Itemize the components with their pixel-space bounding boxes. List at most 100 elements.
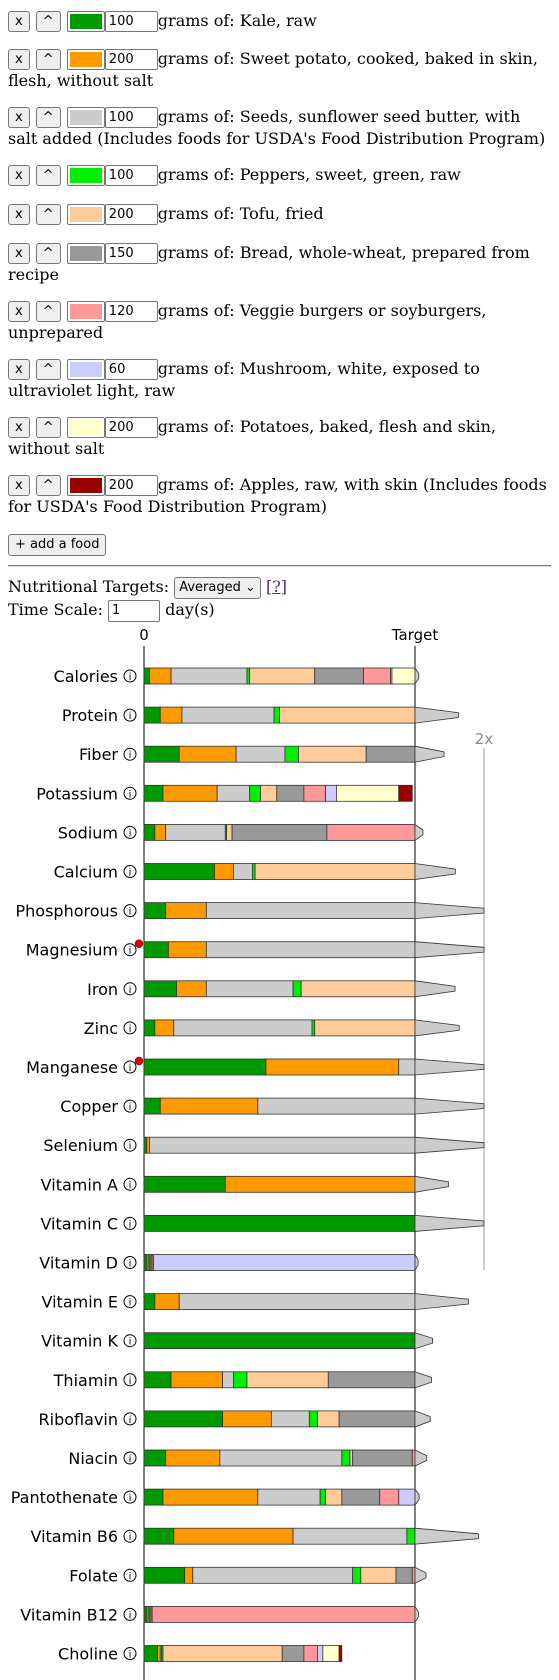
- chart-bar-segment: [281, 1645, 305, 1662]
- chart-overflow-wedge: [414, 1019, 460, 1037]
- info-icon-glyph: i: [129, 946, 132, 957]
- remove-food-button[interactable]: x: [8, 475, 30, 496]
- food-amount-input[interactable]: 100: [104, 11, 158, 32]
- food-color-picker[interactable]: [66, 301, 105, 322]
- chart-bar-segment: [411, 1566, 416, 1584]
- chart-bar-segment: [162, 1645, 283, 1662]
- chart-overflow-wedge: [414, 1604, 419, 1624]
- add-food-button[interactable]: + add a food: [8, 534, 107, 556]
- info-icon[interactable]: [123, 825, 137, 839]
- info-icon[interactable]: [123, 865, 137, 878]
- info-icon[interactable]: [123, 1529, 137, 1543]
- info-icon[interactable]: [123, 1490, 137, 1504]
- info-icon[interactable]: [123, 904, 137, 918]
- food-color-picker[interactable]: [66, 417, 105, 438]
- help-link[interactable]: [?]: [265, 577, 288, 596]
- chart-bar-segment: [159, 706, 183, 724]
- move-up-button[interactable]: ^: [35, 49, 61, 70]
- food-color-picker[interactable]: [66, 475, 105, 496]
- chart-overflow-wedge: [414, 1410, 431, 1428]
- info-icon[interactable]: [123, 943, 137, 957]
- chart-bar-segment: [317, 1410, 340, 1428]
- chart-bar-segment: [325, 784, 337, 802]
- chart-bar-segment: [222, 1371, 234, 1389]
- move-up-button[interactable]: ^: [35, 359, 61, 380]
- remove-food-button[interactable]: x: [8, 243, 30, 264]
- info-icon[interactable]: [123, 1373, 137, 1387]
- chart-bar-segment: [146, 1136, 150, 1154]
- move-up-button[interactable]: ^: [35, 243, 61, 264]
- info-icon[interactable]: [123, 1177, 137, 1191]
- move-up-button[interactable]: ^: [35, 204, 61, 225]
- chart-bar-segment: [257, 1488, 321, 1506]
- move-up-button[interactable]: ^: [35, 417, 61, 438]
- remove-food-button[interactable]: x: [8, 107, 30, 128]
- move-up-button[interactable]: ^: [35, 301, 61, 322]
- food-color-picker[interactable]: [66, 49, 105, 70]
- time-scale-input[interactable]: 1: [108, 599, 161, 622]
- info-icon[interactable]: [123, 1451, 137, 1465]
- info-icon[interactable]: [123, 1412, 137, 1426]
- food-color-picker[interactable]: [66, 204, 105, 225]
- food-color-picker[interactable]: [66, 11, 105, 32]
- food-amount-input[interactable]: 100: [104, 107, 158, 128]
- chart-bar-segment: [170, 667, 248, 685]
- chart-bar-segment: [143, 823, 156, 841]
- info-icon[interactable]: [123, 1607, 137, 1621]
- move-up-button[interactable]: ^: [35, 165, 61, 186]
- food-amount-input[interactable]: 200: [104, 204, 158, 225]
- info-icon[interactable]: [123, 1568, 137, 1582]
- food-amount-input[interactable]: 120: [104, 301, 158, 322]
- targets-select[interactable]: Averaged ⌄: [174, 576, 261, 599]
- info-icon[interactable]: [123, 1334, 137, 1348]
- info-icon[interactable]: [123, 1099, 137, 1113]
- move-up-button[interactable]: ^: [35, 11, 61, 32]
- food-amount-input[interactable]: 200: [104, 49, 158, 70]
- info-icon[interactable]: [123, 1295, 137, 1309]
- remove-food-button[interactable]: x: [8, 165, 30, 186]
- remove-food-button[interactable]: x: [8, 11, 30, 32]
- chart-bar-segment: [284, 745, 299, 763]
- chart-bar-segment: [178, 745, 237, 763]
- chart-bar-segment: [292, 980, 302, 998]
- remove-food-button[interactable]: x: [8, 359, 30, 380]
- food-color-picker[interactable]: [66, 243, 105, 264]
- chart-bar-segment: [184, 1566, 194, 1584]
- info-icon[interactable]: [123, 669, 137, 683]
- info-icon[interactable]: [123, 1021, 137, 1035]
- nutrient-label: Vitamin B6: [30, 1527, 118, 1546]
- nutrient-label: Choline: [58, 1645, 118, 1664]
- remove-food-button[interactable]: x: [8, 301, 30, 322]
- info-icon[interactable]: [123, 786, 137, 800]
- info-icon[interactable]: [123, 982, 137, 996]
- info-icon[interactable]: [123, 1216, 137, 1230]
- chart-bar-segment: [143, 941, 169, 959]
- remove-food-button[interactable]: x: [8, 49, 30, 70]
- food-color-picker[interactable]: [66, 165, 105, 186]
- food-color-picker[interactable]: [66, 107, 105, 128]
- grams-of-label: grams of:: [157, 49, 235, 68]
- remove-food-button[interactable]: x: [8, 417, 30, 438]
- info-icon[interactable]: [123, 1138, 137, 1152]
- remove-food-button[interactable]: x: [8, 204, 30, 225]
- food-amount-input[interactable]: 200: [104, 417, 158, 438]
- time-scale-label: Time Scale:: [8, 600, 103, 619]
- food-amount-input[interactable]: 100: [104, 165, 158, 186]
- food-amount-input[interactable]: 150: [104, 243, 158, 264]
- move-up-button[interactable]: ^: [35, 475, 61, 496]
- move-up-button[interactable]: ^: [35, 107, 61, 128]
- food-amount-input[interactable]: 60: [104, 359, 158, 380]
- info-icon[interactable]: [123, 1647, 137, 1660]
- info-icon[interactable]: [123, 1060, 137, 1074]
- info-icon-glyph: i: [129, 1337, 132, 1348]
- info-icon[interactable]: [123, 1256, 137, 1269]
- info-icon[interactable]: [123, 708, 137, 722]
- food-color-picker[interactable]: [66, 359, 105, 380]
- chart-overflow-wedge: [414, 1097, 485, 1115]
- food-color-swatch: [69, 207, 102, 222]
- chart-bar-segment: [154, 1019, 175, 1037]
- grams-of-label: grams of:: [157, 243, 235, 262]
- chart-overflow-wedge: [414, 902, 485, 920]
- info-icon[interactable]: [123, 747, 137, 761]
- food-amount-input[interactable]: 200: [104, 475, 158, 496]
